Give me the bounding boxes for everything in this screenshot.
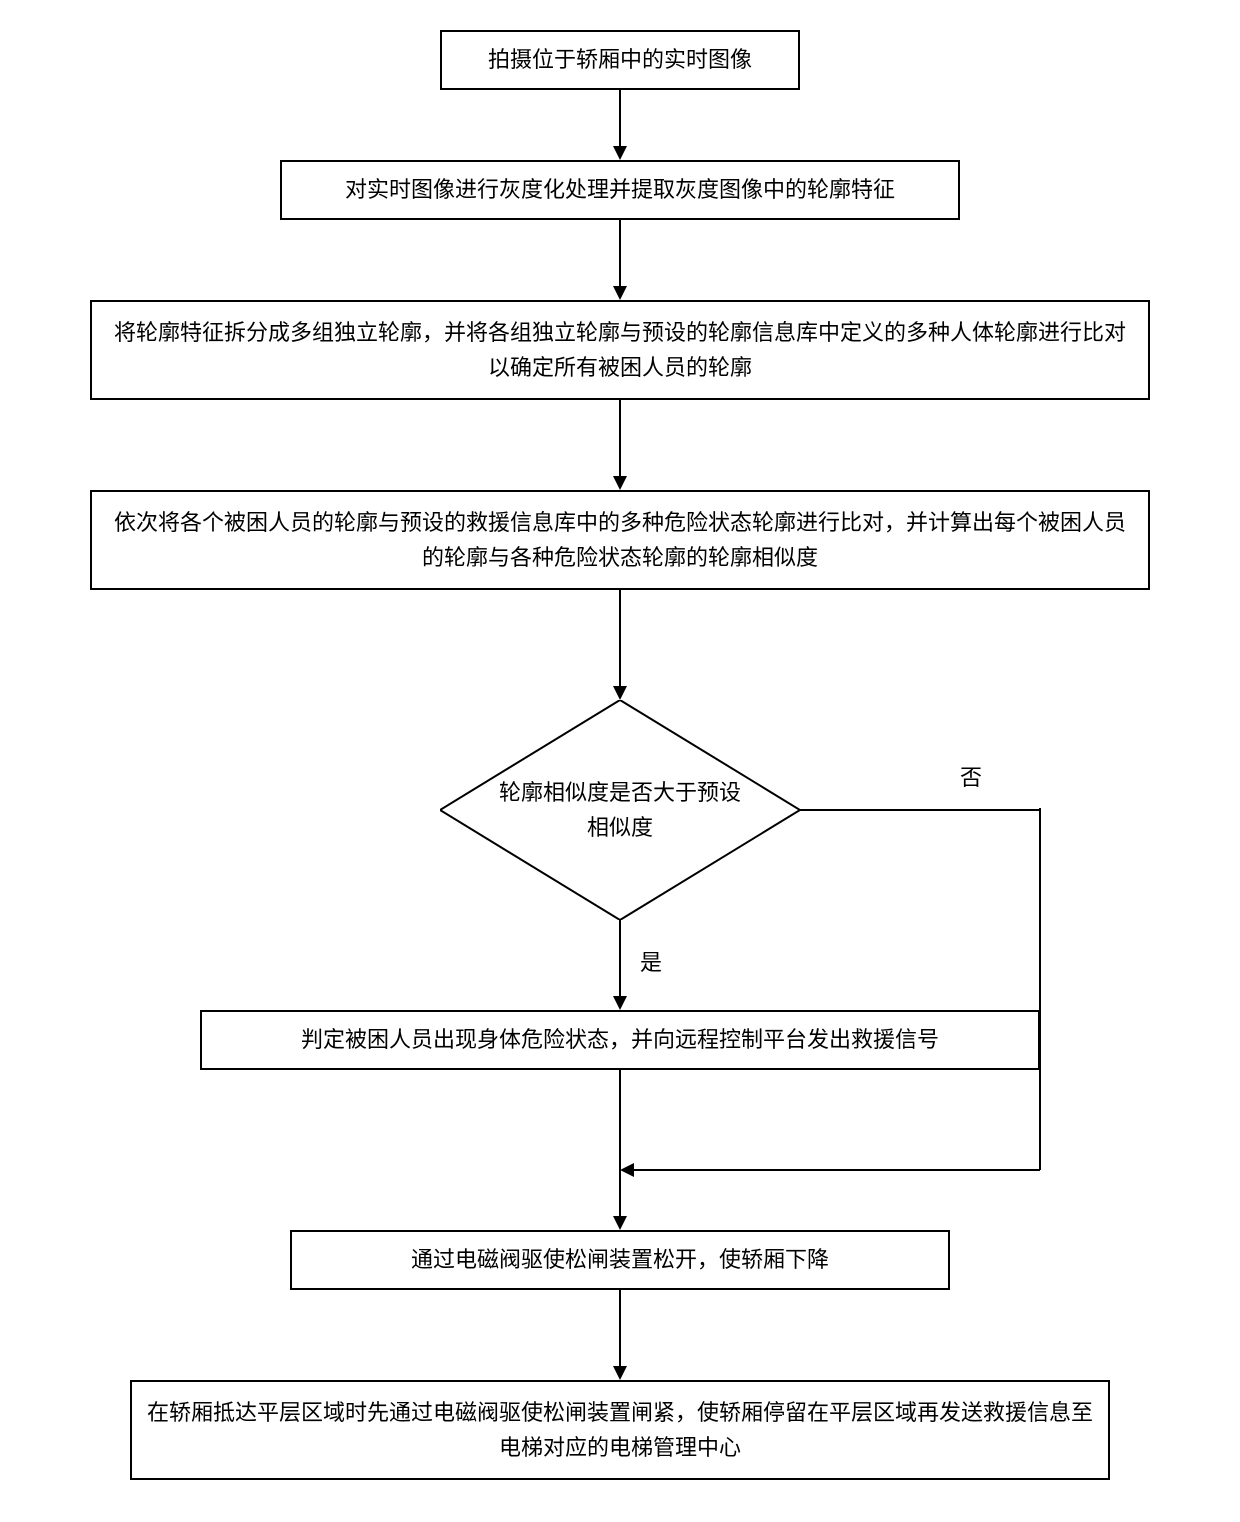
node-text: 轮廓相似度是否大于预设相似度 bbox=[490, 775, 750, 845]
connector bbox=[617, 1070, 623, 1230]
process-node-4: 依次将各个被困人员的轮廓与预设的救援信息库中的多种危险状态轮廓进行比对，并计算出… bbox=[90, 490, 1150, 590]
node-text: 在轿厢抵达平层区域时先通过电磁阀驱使松闸装置闸紧，使轿厢停留在平层区域再发送救援… bbox=[146, 1395, 1094, 1465]
connector bbox=[617, 590, 623, 700]
node-text: 判定被困人员出现身体危险状态，并向远程控制平台发出救援信号 bbox=[301, 1022, 939, 1057]
process-node-3: 将轮廓特征拆分成多组独立轮廓，并将各组独立轮廓与预设的轮廓信息库中定义的多种人体… bbox=[90, 300, 1150, 400]
node-text: 对实时图像进行灰度化处理并提取灰度图像中的轮廓特征 bbox=[345, 172, 895, 207]
connector-no bbox=[620, 1168, 1040, 1174]
edge-label-no: 否 bbox=[960, 760, 982, 792]
connector-yes bbox=[617, 920, 623, 1010]
connector bbox=[617, 90, 623, 160]
connector-no bbox=[1038, 808, 1042, 1170]
connector bbox=[617, 400, 623, 490]
flowchart-canvas: 拍摄位于轿厢中的实时图像 对实时图像进行灰度化处理并提取灰度图像中的轮廓特征 将… bbox=[0, 0, 1240, 1522]
decision-node: 轮廓相似度是否大于预设相似度 bbox=[440, 700, 800, 920]
process-node-7: 在轿厢抵达平层区域时先通过电磁阀驱使松闸装置闸紧，使轿厢停留在平层区域再发送救援… bbox=[130, 1380, 1110, 1480]
connector bbox=[617, 220, 623, 300]
edge-label-yes: 是 bbox=[640, 945, 662, 977]
node-text: 将轮廓特征拆分成多组独立轮廓，并将各组独立轮廓与预设的轮廓信息库中定义的多种人体… bbox=[106, 315, 1134, 385]
connector bbox=[617, 1290, 623, 1380]
node-text: 通过电磁阀驱使松闸装置松开，使轿厢下降 bbox=[411, 1242, 829, 1277]
node-text: 拍摄位于轿厢中的实时图像 bbox=[488, 42, 752, 77]
process-node-5: 判定被困人员出现身体危险状态，并向远程控制平台发出救援信号 bbox=[200, 1010, 1040, 1070]
process-node-2: 对实时图像进行灰度化处理并提取灰度图像中的轮廓特征 bbox=[280, 160, 960, 220]
connector-no bbox=[800, 808, 1040, 812]
node-text: 依次将各个被困人员的轮廓与预设的救援信息库中的多种危险状态轮廓进行比对，并计算出… bbox=[106, 505, 1134, 575]
process-node-1: 拍摄位于轿厢中的实时图像 bbox=[440, 30, 800, 90]
process-node-6: 通过电磁阀驱使松闸装置松开，使轿厢下降 bbox=[290, 1230, 950, 1290]
